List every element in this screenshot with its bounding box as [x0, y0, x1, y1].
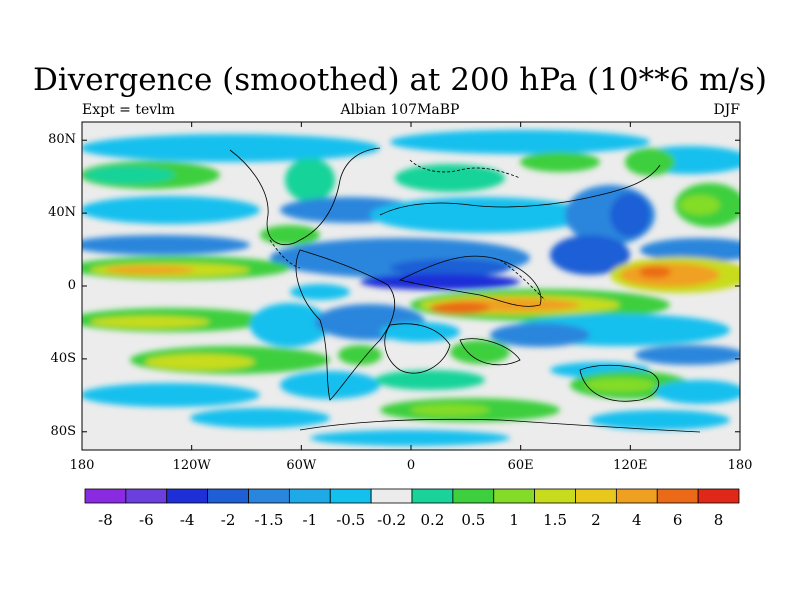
lat-tick-label: 80S: [50, 423, 76, 439]
lat-tick-label: 0: [67, 278, 76, 293]
colorbar-swatch: [125, 488, 168, 504]
period-label: Albian 107MaBP: [340, 102, 460, 118]
colorbar-label: -6: [139, 511, 154, 529]
colorbar-label: 0.2: [420, 511, 445, 529]
colorbar-label: 1: [509, 511, 519, 529]
lat-tick-label: 40N: [48, 205, 76, 221]
colorbar-label: 4: [632, 511, 642, 529]
colorbar-swatch: [534, 488, 576, 504]
colorbar-label: 6: [672, 511, 683, 529]
experiment-label: Expt = tevlm: [82, 102, 175, 118]
lat-tick-label: 40S: [50, 350, 76, 366]
lon-tick-label: 180: [727, 458, 753, 473]
colorbar-swatch: [207, 488, 249, 504]
colorbar-label: -0.5: [336, 511, 366, 529]
colorbar-swatch: [615, 488, 658, 504]
colorbar-swatch: [493, 488, 536, 504]
colorbar-label: -1: [302, 511, 318, 529]
colorbar-swatch: [411, 488, 454, 504]
colorbar-swatch: [84, 488, 127, 504]
colorbar-label: -1.5: [254, 511, 284, 529]
lon-tick-label: 60W: [286, 458, 317, 473]
colorbar-label: -4: [179, 511, 195, 529]
coastlines: [229, 147, 701, 433]
season-label: DJF: [713, 102, 740, 118]
colorbar-swatch: [370, 488, 413, 504]
colorbar-swatch: [656, 488, 699, 504]
colorbar-swatch: [248, 488, 290, 504]
lon-tick-label: 120W: [172, 458, 211, 473]
colorbar-label: -0.2: [377, 511, 407, 529]
colorbar-label: -2: [220, 511, 236, 529]
lon-tick-label: 120E: [613, 458, 648, 473]
colorbar-label: -8: [98, 511, 113, 529]
colorbar-swatch: [329, 488, 372, 504]
colorbar-swatch: [166, 488, 209, 504]
colorbar-swatch: [288, 488, 331, 504]
colorbar-swatch: [697, 488, 740, 504]
colorbar-label: 2: [591, 511, 601, 529]
colorbar-label: 0.5: [461, 511, 486, 529]
lon-tick-label: 0: [406, 458, 416, 473]
colorbar-swatch: [575, 488, 617, 504]
lon-tick-label: 180: [69, 458, 95, 473]
contour-field: [82, 122, 740, 450]
colorbar-label: 8: [713, 511, 724, 529]
lon-tick-label: 60E: [507, 458, 534, 473]
lat-tick-label: 80N: [48, 132, 76, 148]
colorbar: [84, 488, 740, 504]
map-title: Divergence (smoothed) at 200 hPa (10**6 …: [33, 62, 767, 98]
colorbar-swatch: [452, 488, 495, 504]
colorbar-label: 1.5: [543, 511, 567, 529]
